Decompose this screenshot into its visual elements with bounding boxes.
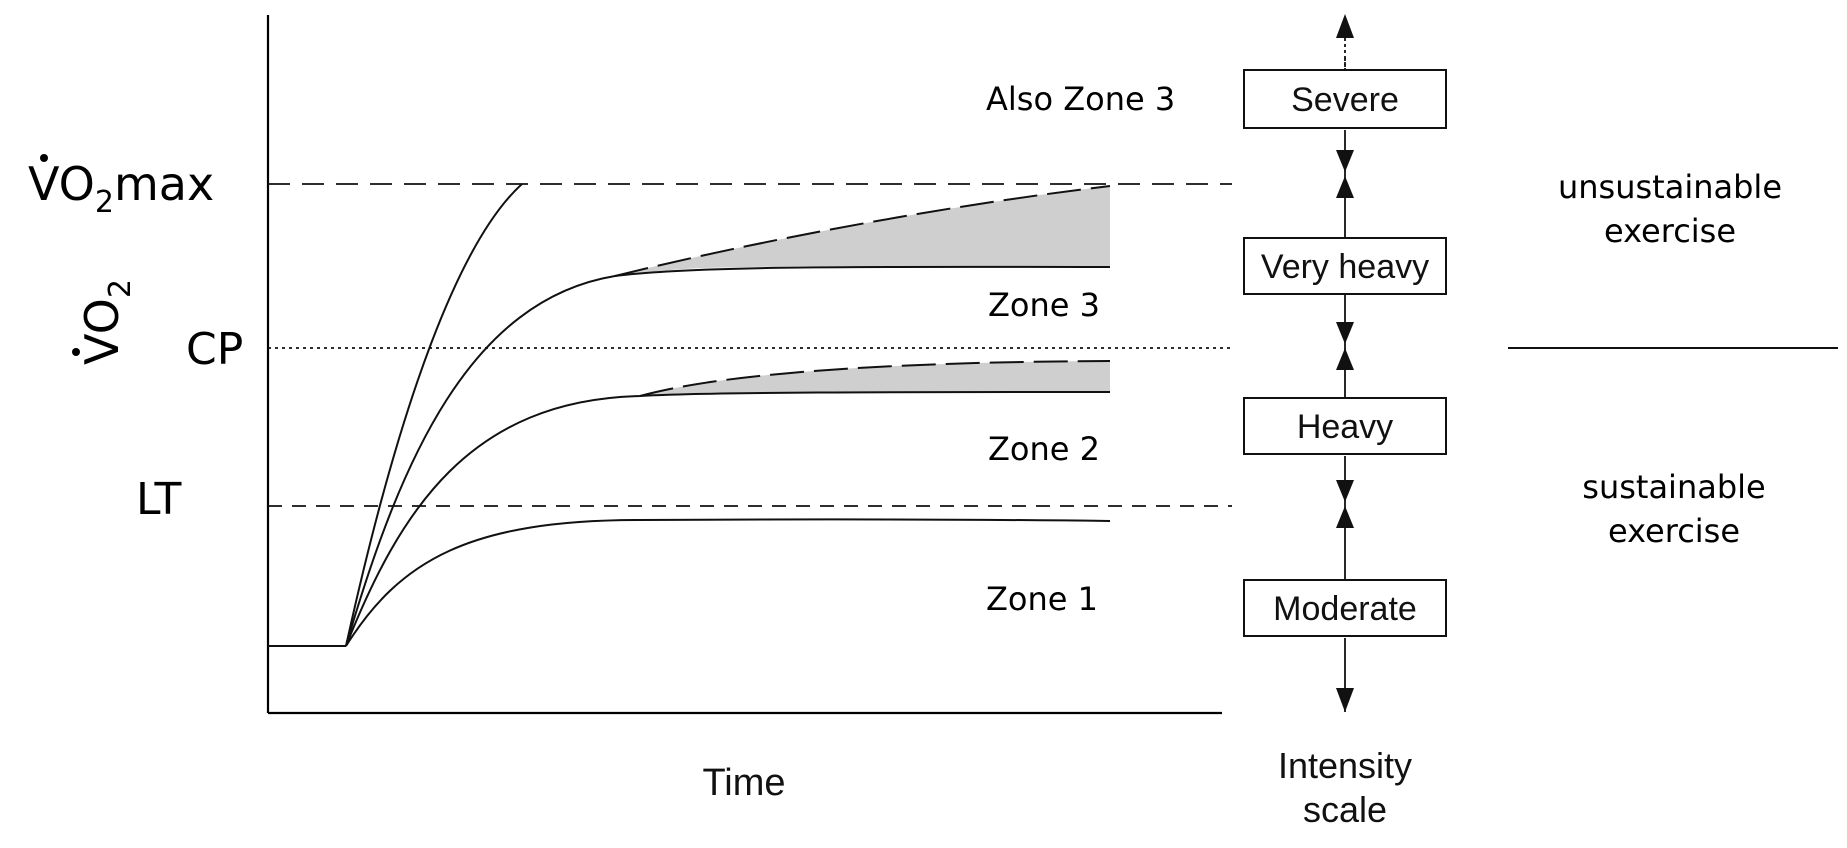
- vo2max-label: VO2max: [28, 154, 214, 220]
- svg-text:VO2max: VO2max: [28, 157, 214, 220]
- domain-label-heavy: Heavy: [1297, 408, 1393, 446]
- slow-component-shade-lower: [640, 361, 1110, 396]
- zone-1-label: Zone 1: [986, 580, 1098, 618]
- arrow-up-icon: [1336, 176, 1354, 198]
- x-axis-label: Time: [702, 762, 785, 804]
- domain-label-very-heavy: Very heavy: [1261, 248, 1429, 286]
- intensity-scale-label-line2: scale: [1303, 789, 1387, 830]
- arrow-up-icon: [1336, 506, 1354, 528]
- curve-severe: [345, 183, 523, 647]
- vo2max-dot-icon: [40, 154, 48, 162]
- intensity-scale-arrows: [1336, 14, 1354, 712]
- zone-also-3-label: Also Zone 3: [986, 80, 1175, 118]
- domain-box-moderate: Moderate: [1243, 579, 1447, 637]
- cp-label: CP: [186, 324, 243, 375]
- lt-label: LT: [136, 474, 181, 525]
- curve-moderate: [345, 518, 1111, 647]
- slow-component-shade-upper: [615, 186, 1110, 276]
- arrow-down-icon: [1336, 688, 1354, 712]
- domain-label-moderate: Moderate: [1273, 590, 1417, 628]
- arrow-up-icon: [1336, 14, 1354, 38]
- unsustainable-label-line1: unsustainable: [1558, 168, 1782, 206]
- domain-box-severe: Severe: [1243, 69, 1447, 129]
- domain-box-very-heavy: Very heavy: [1243, 237, 1447, 295]
- arrow-up-icon: [1336, 348, 1354, 370]
- arrow-down-icon: [1336, 480, 1354, 502]
- svg-text:VO2: VO2: [75, 279, 138, 365]
- zone-3-label: Zone 3: [988, 286, 1100, 324]
- intensity-scale-label-line1: Intensity: [1278, 745, 1412, 786]
- y-axis-dot-icon: [72, 348, 80, 356]
- curve-heavy-slow-component: [639, 360, 1111, 397]
- unsustainable-label-line2: exercise: [1604, 212, 1736, 250]
- arrow-down-icon: [1336, 150, 1354, 172]
- zone-2-label: Zone 2: [988, 430, 1100, 468]
- curve-very-heavy-slow-component: [614, 185, 1111, 277]
- sustainable-label-line1: sustainable: [1582, 468, 1765, 506]
- sustainable-label-line2: exercise: [1608, 512, 1740, 550]
- y-axis-label: VO2: [72, 279, 138, 365]
- arrow-down-icon: [1336, 322, 1354, 344]
- domain-label-severe: Severe: [1291, 81, 1399, 119]
- domain-box-heavy: Heavy: [1243, 397, 1447, 455]
